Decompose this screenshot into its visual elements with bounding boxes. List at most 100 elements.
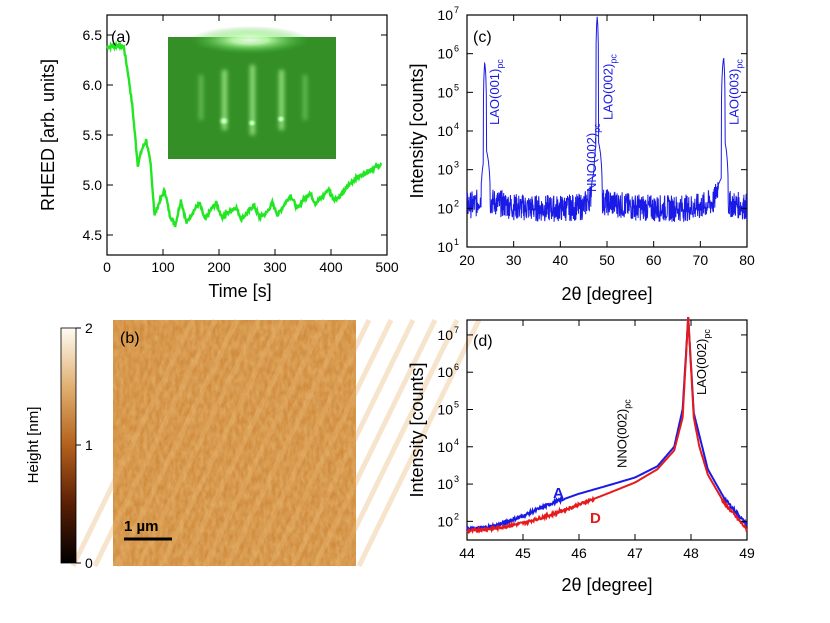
rheed-series-line [106,40,383,228]
y-tick-exponent: 1 [454,237,459,247]
y-tick-label: 10 [437,439,453,455]
x-tick-label: 48 [683,545,699,561]
inset-spot [218,115,230,127]
panel-a-tag: (a) [111,29,131,46]
afm-stripe [114,318,240,568]
colorbar [60,327,77,564]
x-tick-label: 80 [739,252,755,268]
y-tick-label: 10 [437,476,453,492]
xrd-series-line [466,16,748,223]
y-tick-label: 10 [437,239,453,255]
x-tick-label: 46 [571,545,587,561]
y-tick-exponent: 2 [454,511,459,521]
peak-label: LAO(002)pc [694,329,712,395]
panel-a-xlabel: Time [s] [208,281,271,301]
afm-stripe [290,318,416,568]
panel-c-ylabel: Intensity [counts] [407,63,427,198]
afm-stripe [246,318,372,568]
y-tick-exponent: 7 [454,325,459,335]
panel-c-xlabel: 2θ [degree] [561,284,652,304]
panel-d-ylabel: Intensity [counts] [407,362,427,497]
peak-label: NNO(002)pc [584,123,602,192]
y-tick-label: 10 [437,513,453,529]
afm-stripe [136,318,262,568]
panel-b-afm-image: (b) 1 µm 2 1 0 Height [nm] [25,318,482,571]
y-tick-label: 6.5 [83,27,103,43]
peak-label: LAO(002)pc [600,54,618,120]
series-line-d [466,317,748,535]
afm-stripe [70,318,196,568]
y-tick-label: 10 [437,364,453,380]
afm-stripe [202,318,328,568]
afm-stripe [334,318,460,568]
y-tick-label: 5.5 [83,127,103,143]
x-tick-label: 40 [553,252,569,268]
afm-texture [113,320,356,566]
y-tick-label: 6.0 [83,77,103,93]
x-tick-label: 20 [459,252,475,268]
colorbar-tick-label: 2 [85,320,93,336]
inset-specular-glow [190,26,310,54]
y-tick-label: 5.0 [83,177,103,193]
y-tick-exponent: 4 [454,121,459,131]
scale-bar-label: 1 µm [124,518,159,535]
x-tick-label: 200 [207,259,231,275]
x-tick-label: 500 [375,259,399,275]
series-line-a [466,317,748,534]
panel-c-tag: (c) [473,29,492,46]
x-tick-label: 49 [739,545,755,561]
y-tick-exponent: 4 [454,437,459,447]
x-tick-label: 300 [263,259,287,275]
panel-d-frame [466,319,748,541]
afm-terrace-stripes [70,318,482,568]
afm-stripe [356,318,482,568]
x-tick-label: 30 [506,252,522,268]
afm-stripe [92,318,218,568]
y-tick-exponent: 3 [454,474,459,484]
afm-stripe [180,318,306,568]
peak-label: NNO(002)pc [615,399,633,468]
rheed-diffraction-inset [168,26,336,159]
y-tick-exponent: 3 [454,160,459,170]
y-tick-label: 10 [437,123,453,139]
peak-label: LAO(003)pc [726,59,744,125]
inset-spot [247,118,257,128]
x-tick-label: 100 [151,259,175,275]
y-tick-label: 10 [437,200,453,216]
x-tick-label: 0 [103,259,111,275]
x-tick-label: 50 [599,252,615,268]
x-tick-label: 70 [693,252,709,268]
afm-stripe [312,318,438,568]
y-tick-exponent: 6 [454,44,459,54]
panel-a-ylabel: RHEED [arb. units] [38,59,58,211]
colorbar-label: Height [nm] [25,407,42,484]
panel-d-tag: (d) [473,333,493,350]
y-tick-label: 10 [437,84,453,100]
peak-label: LAO(001)pc [487,59,505,125]
y-tick-label: 10 [437,162,453,178]
x-tick-label: 45 [515,545,531,561]
curve-label-a: A [553,485,564,502]
y-tick-exponent: 7 [454,5,459,15]
afm-stripe [158,318,284,568]
y-tick-label: 4.5 [83,227,103,243]
y-tick-label: 10 [437,7,453,23]
y-tick-label: 10 [437,401,453,417]
x-tick-label: 400 [319,259,343,275]
afm-stripe [224,318,350,568]
x-tick-label: 47 [627,545,643,561]
y-tick-exponent: 2 [454,198,459,208]
colorbar-tick-label: 1 [85,437,93,453]
x-tick-label: 60 [646,252,662,268]
afm-stripe [268,318,394,568]
panel-d-xlabel: 2θ [degree] [561,575,652,595]
x-tick-label: 44 [459,545,475,561]
y-tick-exponent: 5 [454,82,459,92]
panel-a-rheed-chart: 0 100 200 300 400 500 4.5 5.0 5.5 6.0 6.5 (a) Time… [38,14,399,301]
inset-spot [276,114,286,124]
y-tick-label: 10 [437,46,453,62]
curve-label-d: D [590,510,601,527]
